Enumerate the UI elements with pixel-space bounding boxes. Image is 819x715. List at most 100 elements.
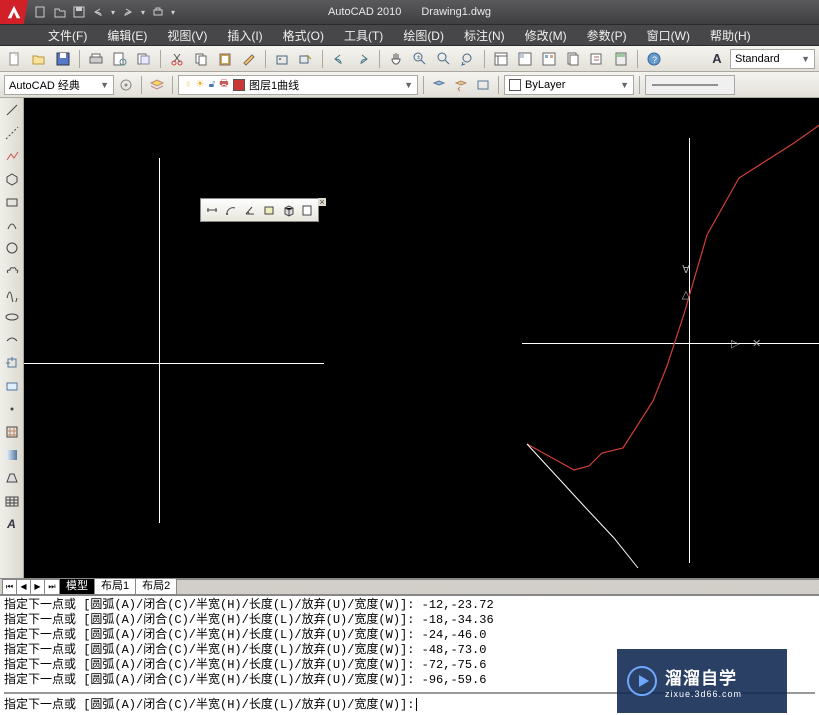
workspace-combo[interactable]: AutoCAD 经典 ▼ [4,75,114,95]
zoom-window-icon[interactable] [433,48,455,70]
distance-icon[interactable] [203,201,221,219]
text-style-combo[interactable]: Standard ▼ [730,49,815,69]
menu-window[interactable]: 窗口(W) [637,24,700,47]
layer-prev-icon[interactable] [451,75,471,95]
tab-last-icon[interactable]: ⏭︎ [45,580,59,594]
print-icon[interactable] [85,48,107,70]
zoom-previous-icon[interactable] [457,48,479,70]
sheet-set-icon[interactable] [562,48,584,70]
calc-icon[interactable] [610,48,632,70]
standard-toolbar: ± ? A Standard ▼ [0,46,819,72]
workspace-value: AutoCAD 经典 [9,77,80,93]
properties-icon[interactable] [490,48,512,70]
point-icon[interactable] [2,399,22,419]
new-icon[interactable] [4,48,26,70]
open-icon[interactable] [28,48,50,70]
cut-icon[interactable] [166,48,188,70]
dropdown-icon[interactable]: ▾ [108,3,118,21]
redo-icon[interactable] [119,3,137,21]
dropdown-icon[interactable]: ▾ [138,3,148,21]
workspace-settings-icon[interactable] [116,75,136,95]
rubber-band-line [527,444,638,568]
layer-state-icon[interactable] [473,75,493,95]
menu-view[interactable]: 视图(V) [157,24,217,47]
menu-format[interactable]: 格式(O) [273,24,334,47]
menu-tools[interactable]: 工具(T) [334,24,393,47]
open-icon[interactable] [51,3,69,21]
spline-icon[interactable] [2,284,22,304]
pan-icon[interactable] [385,48,407,70]
menu-modify[interactable]: 修改(M) [515,24,577,47]
new-icon[interactable] [32,3,50,21]
make-block-icon[interactable] [2,376,22,396]
text-style-icon[interactable]: A [706,48,728,70]
undo-icon[interactable] [328,48,350,70]
zoom-realtime-icon[interactable]: ± [409,48,431,70]
copy-icon[interactable] [190,48,212,70]
menu-draw[interactable]: 绘图(D) [393,24,454,47]
match-prop-icon[interactable] [238,48,260,70]
design-center-icon[interactable] [514,48,536,70]
revcloud-icon[interactable] [2,261,22,281]
construction-line-icon[interactable] [2,123,22,143]
radius-icon[interactable] [222,201,240,219]
line-icon[interactable] [2,100,22,120]
publish-icon[interactable] [133,48,155,70]
color-combo[interactable]: ByLayer ▼ [504,75,634,95]
circle-icon[interactable] [2,238,22,258]
menu-edit[interactable]: 编辑(E) [97,24,157,47]
drawing-canvas[interactable]: ∀ △ ▷ ✕ × [24,98,819,578]
markup-icon[interactable] [586,48,608,70]
layer-combo[interactable]: ♀ ☀ 🔓︎ 🖶︎ 图层1曲线 ▼ [178,75,418,95]
tool-palette-icon[interactable] [538,48,560,70]
layer-iso-icon[interactable] [429,75,449,95]
block-icon[interactable] [271,48,293,70]
tab-prev-icon[interactable]: ◀ [17,580,31,594]
lock-icon: 🔓︎ [207,78,217,92]
tab-model[interactable]: 模型 [60,579,95,594]
app-logo[interactable] [0,0,28,24]
save-icon[interactable] [52,48,74,70]
quick-icon[interactable] [298,201,316,219]
table-icon[interactable] [2,491,22,511]
cmd-history-line: 指定下一点或 [圆弧(A)/闭合(C)/半宽(H)/长度(L)/放弃(U)/宽度… [4,613,815,628]
mtext-icon[interactable]: A [2,514,22,534]
redo-icon[interactable] [352,48,374,70]
tab-layout1[interactable]: 布局1 [95,579,136,594]
help-icon[interactable]: ? [643,48,665,70]
polyline-icon[interactable] [2,146,22,166]
tab-layout2[interactable]: 布局2 [136,579,177,594]
polygon-icon[interactable] [2,169,22,189]
undo-icon[interactable] [89,3,107,21]
menu-param[interactable]: 参数(P) [577,24,637,47]
menu-dimension[interactable]: 标注(N) [454,24,515,47]
angle-icon[interactable] [241,201,259,219]
area-icon[interactable] [260,201,278,219]
tab-next-icon[interactable]: ▶ [31,580,45,594]
rectangle-icon[interactable] [2,192,22,212]
menu-help[interactable]: 帮助(H) [700,24,761,47]
close-icon[interactable]: × [318,198,326,206]
floating-inquiry-toolbar[interactable]: × [200,198,319,222]
linetype-combo[interactable] [645,75,735,95]
print-icon[interactable] [149,3,167,21]
menu-file[interactable]: 文件(F) [38,24,97,47]
volume-icon[interactable] [279,201,297,219]
separator [160,50,161,68]
save-icon[interactable] [70,3,88,21]
red-polyline [527,124,819,470]
layer-prop-icon[interactable] [147,75,167,95]
dropdown-icon[interactable]: ▾ [168,3,178,21]
insert-block-icon[interactable] [2,353,22,373]
ellipse-arc-icon[interactable] [2,330,22,350]
block-edit-icon[interactable] [295,48,317,70]
ellipse-icon[interactable] [2,307,22,327]
paste-icon[interactable] [214,48,236,70]
tab-first-icon[interactable]: ⏮︎ [3,580,17,594]
region-icon[interactable] [2,468,22,488]
gradient-icon[interactable] [2,445,22,465]
hatch-icon[interactable] [2,422,22,442]
arc-icon[interactable] [2,215,22,235]
print-preview-icon[interactable] [109,48,131,70]
menu-insert[interactable]: 插入(I) [217,24,272,47]
